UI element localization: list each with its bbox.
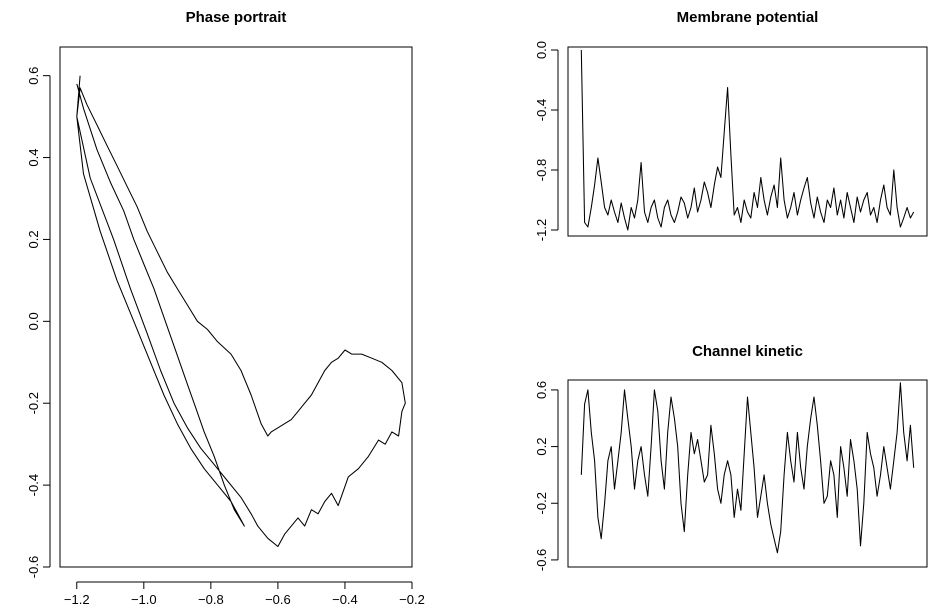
x-tick-label-phase: −1.2 xyxy=(64,592,90,606)
chart-title-channel: Channel kinetic xyxy=(692,343,803,360)
y-tick-label-phase: 0.0 xyxy=(26,312,41,330)
y-tick-label-phase: -0.4 xyxy=(26,474,41,496)
y-tick-label-membrane: -1.2 xyxy=(534,219,549,241)
plot-frame-channel xyxy=(567,379,928,568)
chart-title-phase: Phase portrait xyxy=(186,9,287,26)
x-tick-label-phase: −0.6 xyxy=(265,592,291,606)
x-tick-label-phase: −1.0 xyxy=(131,592,157,606)
plot-frame-membrane xyxy=(567,46,928,237)
y-tick-label-phase: -0.6 xyxy=(26,556,41,578)
x-tick-label-phase: −0.4 xyxy=(332,592,358,606)
panel-phase: Phase portrait -0.6 -0.4 -0.2 0.0 0.2 0.4 0.6 −1… xyxy=(26,9,425,606)
y-tick-label-phase: -0.2 xyxy=(26,392,41,414)
panel-membrane: Membrane potential 0.0 -0.4 -0.8 -1.2 xyxy=(534,9,928,241)
y-tick-label-membrane: -0.8 xyxy=(534,159,549,181)
y-tick-label-phase: 0.2 xyxy=(26,230,41,248)
series-line-channel xyxy=(580,382,915,554)
y-tick-label-channel: 0.6 xyxy=(534,381,549,399)
y-tick-label-channel: -0.2 xyxy=(534,492,549,514)
y-tick-label-membrane: -0.4 xyxy=(534,99,549,121)
y-tick-label-membrane: 0.0 xyxy=(534,41,549,59)
plot-frame-phase xyxy=(59,46,413,568)
x-tick-label-phase: −0.8 xyxy=(198,592,224,606)
y-tick-label-channel: 0.2 xyxy=(534,438,549,456)
chart-title-membrane: Membrane potential xyxy=(677,9,819,26)
y-tick-label-channel: -0.6 xyxy=(534,549,549,571)
y-tick-label-phase: 0.6 xyxy=(26,67,41,85)
y-tick-label-phase: 0.4 xyxy=(26,149,41,167)
panel-channel: Channel kinetic 0.6 0.2 -0.2 -0.6 xyxy=(534,343,928,571)
x-tick-label-phase: −0.2 xyxy=(399,592,425,606)
series-line-phase xyxy=(76,75,406,548)
series-line-membrane xyxy=(580,49,915,231)
